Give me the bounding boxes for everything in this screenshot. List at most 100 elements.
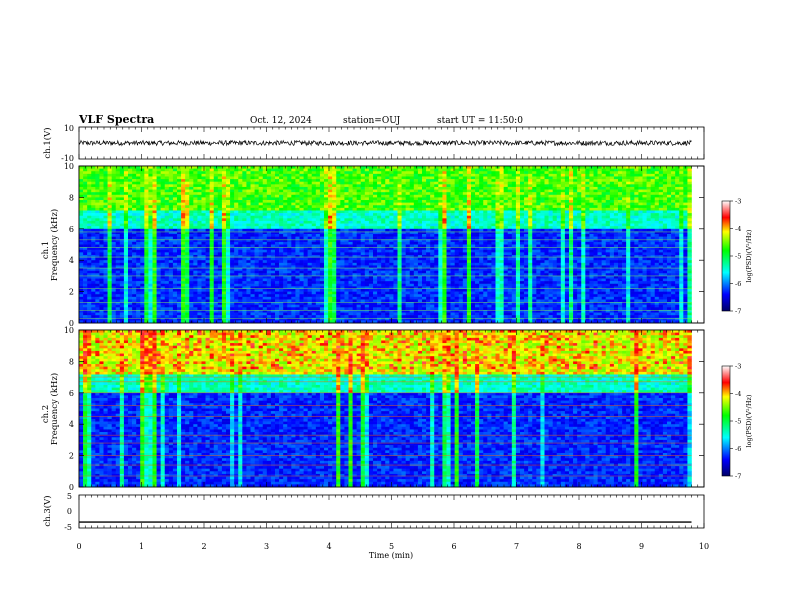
spectrogram-cell	[328, 171, 333, 175]
spectrogram-cell	[348, 260, 353, 264]
spectrogram-cell	[83, 244, 88, 248]
spectrogram-cell	[91, 312, 96, 316]
spectrogram-cell	[164, 265, 170, 269]
spectrogram-cell	[189, 244, 194, 248]
spectrogram-cell	[319, 166, 325, 169]
spectrogram-cell	[164, 291, 170, 295]
spectrogram-cell	[254, 304, 259, 308]
spectrogram-cell	[230, 278, 235, 282]
spectrogram-cell	[344, 320, 349, 324]
spectrogram-cell	[340, 262, 345, 266]
spectrogram-cell	[307, 186, 313, 190]
spectrogram-cell	[303, 278, 308, 282]
spectrogram-cell	[385, 307, 390, 311]
spectrogram-cell	[279, 218, 284, 222]
spectrogram-cell	[336, 307, 341, 311]
spectrogram-cell	[381, 273, 386, 277]
spectrogram-cell	[91, 247, 96, 251]
spectrogram-cell	[254, 200, 259, 203]
spectrogram-cell	[303, 304, 308, 308]
spectrogram-cell	[352, 171, 357, 175]
spectrogram-cell	[107, 234, 112, 237]
spectrogram-cell	[168, 278, 174, 282]
spectrogram-cell	[311, 218, 317, 222]
spectrogram-cell	[377, 210, 382, 214]
spectrogram-cell	[368, 234, 374, 237]
spectrogram-cell	[83, 207, 88, 211]
spectrogram-cell	[119, 241, 125, 245]
spectrogram-cell	[226, 228, 231, 232]
spectrogram-cell	[193, 291, 198, 295]
ch1-ytick-top: 10	[64, 124, 74, 133]
spectrogram-cell	[213, 220, 219, 224]
spectrogram-cell	[172, 200, 178, 203]
spectrogram-cell	[315, 200, 321, 203]
spectrogram-cell	[119, 189, 125, 193]
spectrogram-cell	[160, 291, 166, 295]
spectrogram-cell	[242, 239, 247, 243]
spectrogram-cell	[377, 268, 382, 271]
spectrogram-cell	[275, 265, 280, 269]
spectrogram-cell	[87, 309, 92, 313]
spectrogram-cell	[234, 283, 239, 287]
spectrogram-cell	[213, 192, 219, 196]
spectrogram-cell	[250, 317, 255, 321]
spectrogram-cell	[397, 247, 402, 251]
spectrogram-cell	[413, 186, 419, 190]
spectrogram-cell	[128, 226, 133, 230]
spectrogram-cell	[258, 210, 264, 214]
spectrogram-cell	[299, 281, 304, 285]
spectrogram-cell	[168, 184, 174, 188]
spectrogram-cell	[389, 273, 394, 277]
spectrogram-cell	[279, 200, 284, 203]
spectrogram-cell	[213, 202, 219, 206]
spectrogram-cell	[413, 228, 419, 232]
spectrogram-cell	[266, 265, 272, 269]
spectrogram-cell	[79, 257, 84, 261]
spectrogram-cell	[185, 265, 190, 269]
spectrogram-cell	[393, 291, 398, 295]
spectrogram-cell	[148, 315, 153, 319]
spectrogram-cell	[328, 184, 333, 188]
spectrogram-cell	[303, 226, 308, 230]
spectrogram-cell	[111, 239, 117, 243]
spectrogram-cell	[275, 252, 280, 256]
spectrogram-cell	[185, 307, 190, 311]
spectrogram-cell	[344, 236, 349, 240]
spectrogram-cell	[246, 281, 251, 285]
spectrogram-cell	[205, 173, 210, 177]
spectrogram-cell	[111, 302, 117, 305]
spectrogram-cell	[189, 265, 194, 269]
spectrogram-cell	[177, 228, 182, 232]
spectrogram-cell	[209, 176, 215, 180]
spectrogram-cell	[119, 254, 125, 258]
spectrogram-cell	[148, 281, 153, 285]
spectrogram-cell	[144, 184, 149, 188]
spectrogram-cell	[348, 194, 353, 198]
spectrogram-cell	[217, 302, 223, 305]
spectrogram-cell	[156, 262, 161, 266]
spectrogram-cell	[246, 207, 251, 211]
spectrogram-cell	[181, 275, 186, 279]
spectrogram-cell	[299, 273, 304, 277]
spectrogram-cell	[258, 260, 264, 264]
spectrogram-cell	[340, 241, 345, 245]
spectrogram-cell	[160, 304, 166, 308]
spectrogram-cell	[119, 262, 125, 266]
spectrogram-cell	[83, 317, 88, 321]
spectrogram-cell	[238, 226, 243, 230]
spectrogram-cell	[283, 171, 288, 175]
spectrogram-cell	[352, 202, 357, 206]
spectrogram-cell	[148, 241, 153, 245]
spectrogram-cell	[291, 273, 296, 277]
spectrogram-cell	[348, 294, 353, 298]
spectrogram-cell	[115, 166, 121, 169]
spectrogram-cell	[336, 260, 341, 264]
spectrogram-cell	[164, 262, 170, 266]
spectrogram-cell	[193, 278, 198, 282]
spectrogram-cell	[185, 278, 190, 282]
spectrogram-cell	[373, 312, 378, 316]
spectrogram-cell	[275, 307, 280, 311]
spectrogram-cell	[381, 220, 386, 224]
spectrogram-cell	[377, 302, 382, 305]
